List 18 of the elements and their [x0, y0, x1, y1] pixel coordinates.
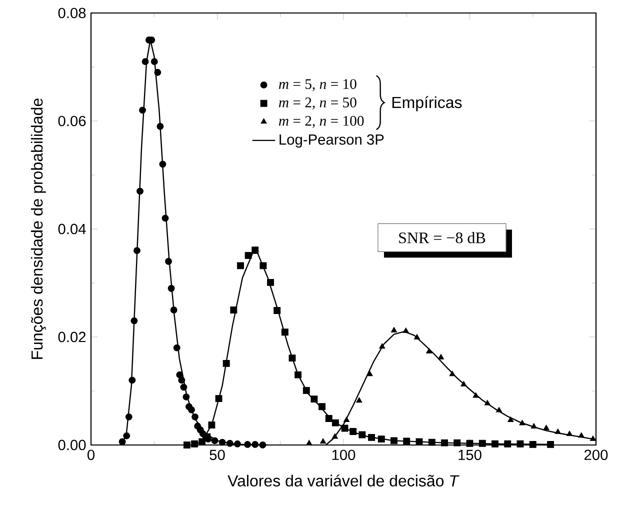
x-tick-label: 0 — [87, 450, 94, 460]
legend-label: m = 2, n = 50 — [278, 98, 356, 110]
x-tick-label: 50 — [210, 450, 225, 460]
y-tick-label: 0.06 — [58, 116, 86, 126]
y-tick-label: 0.00 — [58, 440, 86, 450]
legend-label: Log-Pearson 3P — [280, 134, 384, 148]
y-tick-label: 0.02 — [58, 332, 86, 342]
y-tick-label: 0.08 — [58, 8, 86, 18]
y-axis-title: Funções densidade de probabilidade — [30, 98, 46, 359]
annotation: SNR = −8 dB — [399, 232, 486, 244]
x-axis-title: Valores da variável de decisão T — [228, 474, 460, 486]
legend-label: m = 5, n = 10 — [278, 79, 356, 92]
x-tick-label: 200 — [584, 450, 608, 460]
x-tick-label: 150 — [458, 450, 482, 460]
y-tick-label: 0.04 — [58, 224, 86, 234]
annotation: Empíricas — [392, 96, 462, 112]
legend-label: m = 2, n = 100 — [278, 116, 364, 128]
x-tick-label: 100 — [332, 450, 356, 460]
